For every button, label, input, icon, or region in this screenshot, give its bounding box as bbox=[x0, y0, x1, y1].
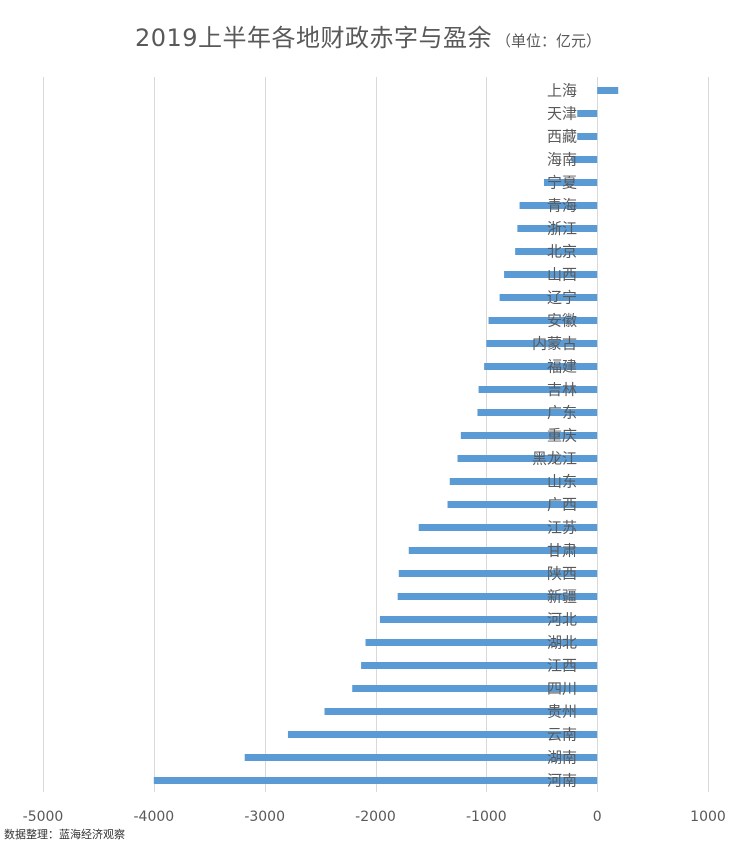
category-label: 河南 bbox=[547, 772, 577, 790]
bar bbox=[460, 432, 598, 439]
category-label: 陕西 bbox=[547, 565, 577, 583]
bar bbox=[499, 294, 598, 301]
category-label: 青海 bbox=[547, 197, 577, 215]
category-label: 贵州 bbox=[547, 703, 577, 721]
bar bbox=[577, 133, 598, 140]
x-tick-label: -2000 bbox=[355, 809, 396, 825]
category-label: 新疆 bbox=[547, 588, 577, 606]
category-label: 西藏 bbox=[547, 128, 577, 146]
bar bbox=[379, 616, 598, 623]
bar bbox=[484, 363, 598, 370]
category-label: 浙江 bbox=[547, 220, 577, 238]
category-label: 北京 bbox=[547, 243, 577, 261]
bar bbox=[457, 455, 598, 462]
category-label: 广西 bbox=[547, 496, 577, 514]
category-label: 上海 bbox=[547, 82, 577, 100]
x-tick-label: -4000 bbox=[133, 809, 174, 825]
chart-title-unit: （单位：亿元） bbox=[496, 32, 602, 50]
bar bbox=[504, 271, 598, 278]
bar bbox=[449, 478, 598, 485]
x-tick-label: 0 bbox=[593, 809, 602, 825]
bar bbox=[486, 340, 598, 347]
bar bbox=[571, 156, 598, 163]
category-label: 福建 bbox=[547, 358, 577, 376]
category-label: 黑龙江 bbox=[532, 450, 577, 468]
bars bbox=[153, 87, 619, 784]
bar bbox=[418, 524, 598, 531]
bar bbox=[488, 317, 598, 324]
bar bbox=[577, 110, 598, 117]
bar bbox=[287, 731, 598, 738]
x-tick-label: -3000 bbox=[244, 809, 285, 825]
category-label: 江西 bbox=[547, 657, 577, 675]
bar bbox=[324, 708, 598, 715]
bar bbox=[153, 777, 598, 784]
bar bbox=[515, 248, 598, 255]
category-label: 广东 bbox=[547, 404, 577, 422]
category-label: 天津 bbox=[547, 105, 577, 123]
bar bbox=[543, 179, 598, 186]
category-label: 山西 bbox=[547, 266, 577, 284]
bar bbox=[365, 639, 598, 646]
chart-title-text: 2019上半年各地财政赤字与盈余 bbox=[134, 24, 493, 52]
category-label: 山东 bbox=[547, 473, 577, 491]
bar bbox=[408, 547, 598, 554]
category-label: 宁夏 bbox=[547, 174, 577, 192]
category-label: 河北 bbox=[547, 611, 577, 629]
bar bbox=[352, 685, 598, 692]
x-tick-label: -5000 bbox=[23, 809, 64, 825]
bar bbox=[477, 409, 598, 416]
bar bbox=[519, 202, 598, 209]
bar bbox=[478, 386, 598, 393]
category-label: 安徽 bbox=[547, 312, 577, 330]
bar bbox=[398, 570, 598, 577]
x-tick-label: 1000 bbox=[690, 809, 726, 825]
bar bbox=[597, 87, 619, 94]
bar bbox=[244, 754, 598, 761]
bar bbox=[517, 225, 598, 232]
x-axis-tick-labels: -5000 -4000 -3000 -2000 -1000 0 1000 bbox=[23, 809, 726, 825]
category-label: 吉林 bbox=[547, 381, 577, 399]
bar bbox=[361, 662, 598, 669]
category-label: 江苏 bbox=[547, 519, 577, 537]
chart-title: 2019上半年各地财政赤字与盈余 （单位：亿元） bbox=[0, 18, 736, 53]
gridlines bbox=[43, 77, 709, 792]
bar bbox=[447, 501, 598, 508]
x-tick-label: -1000 bbox=[466, 809, 507, 825]
category-label: 湖北 bbox=[547, 634, 577, 652]
category-label: 内蒙古 bbox=[532, 335, 577, 353]
bar bbox=[397, 593, 598, 600]
category-label: 重庆 bbox=[547, 427, 577, 445]
category-label: 海南 bbox=[547, 151, 577, 169]
category-label: 云南 bbox=[547, 726, 577, 744]
category-label: 甘肃 bbox=[547, 542, 577, 560]
source-note: 数据整理：蓝海经济观察 bbox=[4, 828, 125, 841]
category-labels: 上海天津西藏海南宁夏青海浙江北京山西辽宁安徽内蒙古福建吉林广东重庆黑龙江山东广西… bbox=[532, 82, 577, 790]
category-label: 湖南 bbox=[547, 749, 577, 767]
category-label: 四川 bbox=[547, 680, 577, 698]
category-label: 辽宁 bbox=[547, 289, 577, 307]
